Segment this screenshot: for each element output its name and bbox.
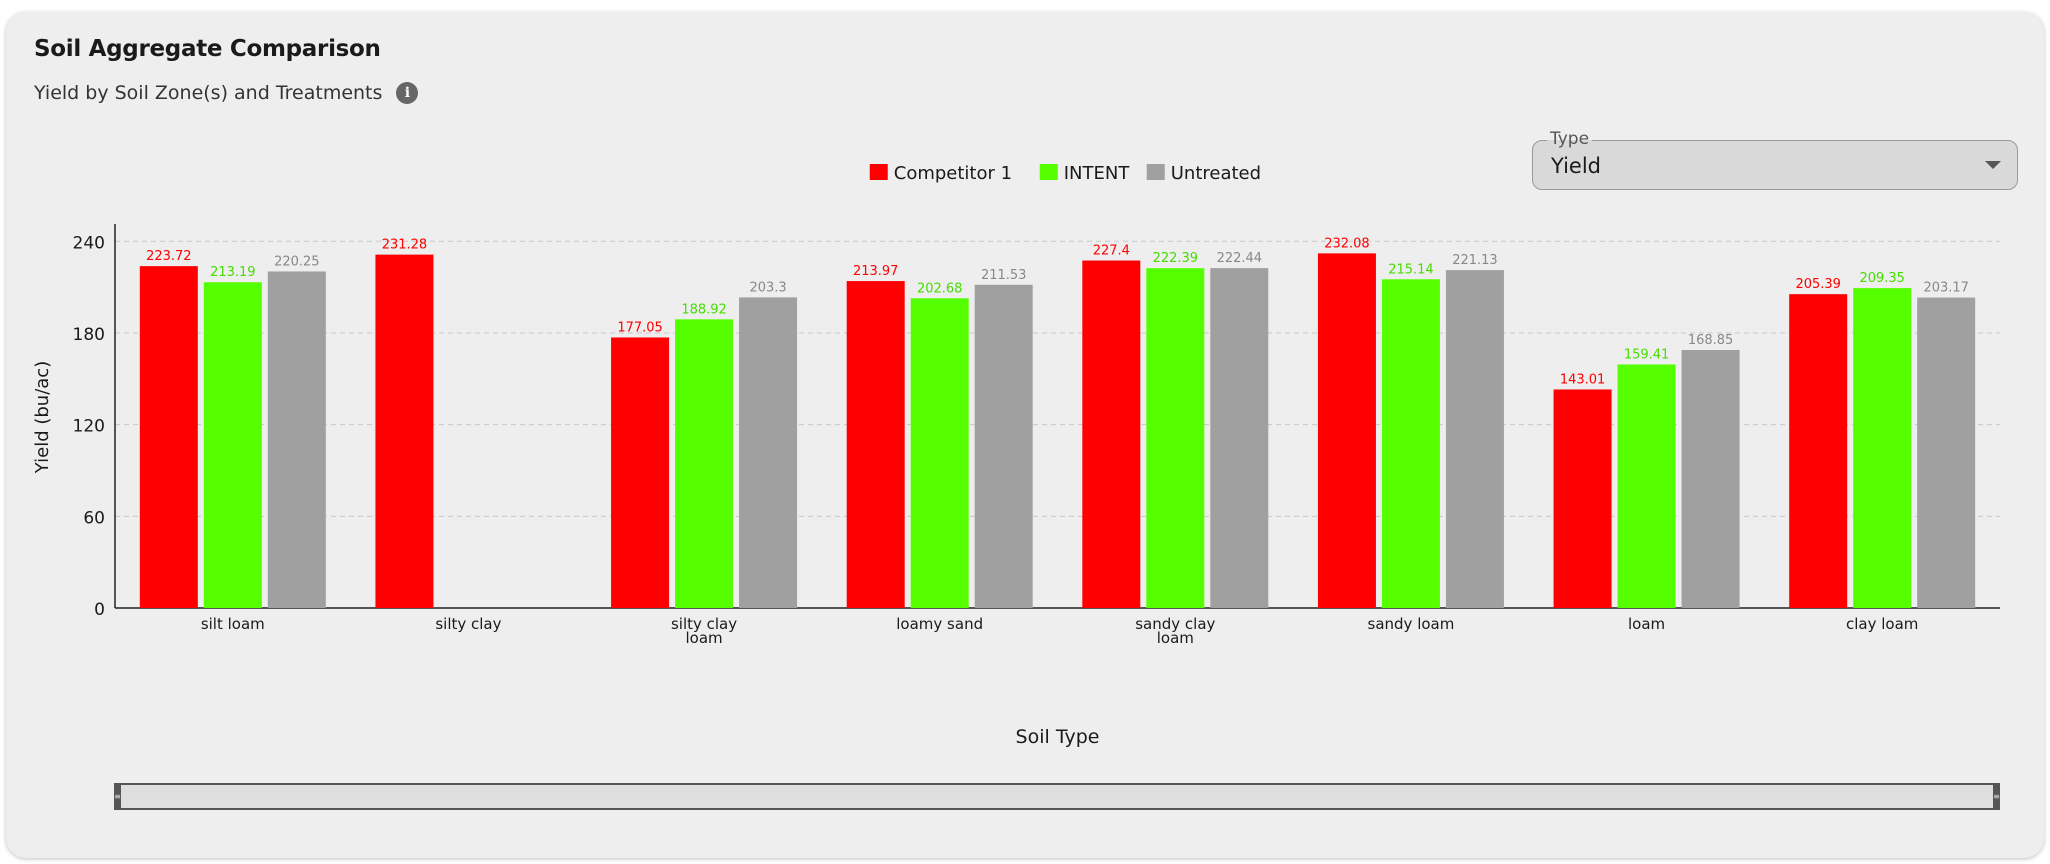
data-label: 159.41: [1624, 347, 1670, 362]
data-label: 223.72: [146, 249, 192, 264]
x-tick-label: loamy sand: [896, 615, 983, 633]
bar: [1210, 268, 1269, 608]
y-tick-label: 240: [73, 233, 105, 253]
x-tick-label: silt loam: [201, 615, 265, 633]
bar: [974, 284, 1033, 608]
bar: [1381, 279, 1440, 608]
x-tick-label: sandy loam: [1368, 615, 1455, 633]
scrollbar-right-handle[interactable]: ≡: [1993, 783, 2000, 810]
data-label: 202.68: [917, 281, 963, 296]
data-label: 231.28: [382, 238, 428, 253]
x-tick-label: silty clay: [435, 615, 501, 633]
chart-scrollbar[interactable]: ≡ ≡: [114, 783, 2000, 810]
bar: [1853, 288, 1912, 608]
bar: [375, 254, 434, 608]
bar: [1553, 389, 1612, 608]
data-label: 188.92: [681, 302, 727, 317]
data-label: 211.53: [981, 268, 1027, 283]
info-icon[interactable]: i: [396, 82, 419, 104]
type-select-value: Yield: [1551, 154, 1601, 178]
scrollbar-left-handle[interactable]: ≡: [114, 783, 121, 810]
data-label: 213.19: [210, 265, 256, 280]
legend-swatch: [1146, 164, 1165, 180]
legend-label: Competitor 1: [894, 163, 1012, 184]
bar: [267, 271, 326, 608]
y-tick-label: 60: [83, 508, 105, 528]
data-label: 222.39: [1153, 251, 1199, 266]
data-label: 203.3: [749, 280, 786, 295]
data-label: 227.4: [1093, 244, 1130, 259]
bar: [139, 266, 198, 608]
bar: [1146, 268, 1205, 608]
data-label: 168.85: [1688, 333, 1734, 348]
y-tick-label: 120: [73, 417, 105, 437]
bar: [1917, 297, 1976, 608]
bar: [846, 281, 905, 608]
bar: [1445, 270, 1504, 608]
data-label: 203.17: [1923, 281, 1969, 296]
chart-title: Soil Aggregate Comparison: [34, 36, 381, 62]
type-select-label: Type: [1547, 129, 1593, 149]
legend-swatch: [869, 164, 888, 180]
x-tick-label: loam: [1628, 615, 1665, 633]
x-tick-label: loam: [1157, 629, 1194, 647]
y-tick-label: 180: [73, 325, 105, 345]
bar: [675, 319, 734, 608]
legend-label: Untreated: [1171, 163, 1261, 184]
bar: [910, 298, 969, 608]
legend-swatch: [1039, 164, 1058, 180]
bar: [203, 282, 262, 608]
bar: [1082, 260, 1141, 608]
dropdown-arrow-icon: [1985, 161, 2001, 169]
x-tick-label: silty clay: [671, 615, 737, 633]
y-axis-title: Yield (bu/ac): [32, 361, 53, 474]
x-tick-label: sandy clay: [1135, 615, 1215, 633]
chart-subtitle: Yield by Soil Zone(s) and Treatments i: [34, 82, 419, 104]
x-tick-label: loam: [685, 629, 722, 647]
data-label: 177.05: [617, 320, 663, 335]
bar: [739, 297, 798, 608]
bar: [1789, 294, 1848, 608]
y-tick-label: 0: [94, 600, 105, 620]
data-label: 221.13: [1452, 253, 1498, 268]
data-label: 222.44: [1217, 251, 1263, 266]
data-label: 220.25: [274, 254, 320, 269]
x-axis-title: Soil Type: [1016, 726, 1100, 748]
bar: [1617, 364, 1676, 608]
data-label: 215.14: [1388, 262, 1434, 277]
data-label: 143.01: [1560, 372, 1606, 387]
data-label: 205.39: [1795, 277, 1841, 292]
data-label: 209.35: [1859, 271, 1905, 286]
x-tick-label: clay loam: [1846, 615, 1918, 633]
data-label: 232.08: [1324, 236, 1370, 251]
legend-label: INTENT: [1064, 163, 1131, 184]
subtitle-text: Yield by Soil Zone(s) and Treatments: [34, 82, 383, 104]
type-select[interactable]: Type Yield: [1532, 129, 2018, 190]
data-label: 213.97: [853, 264, 899, 279]
bar: [611, 337, 670, 608]
bar: [1681, 349, 1740, 608]
bar: [1317, 253, 1376, 608]
